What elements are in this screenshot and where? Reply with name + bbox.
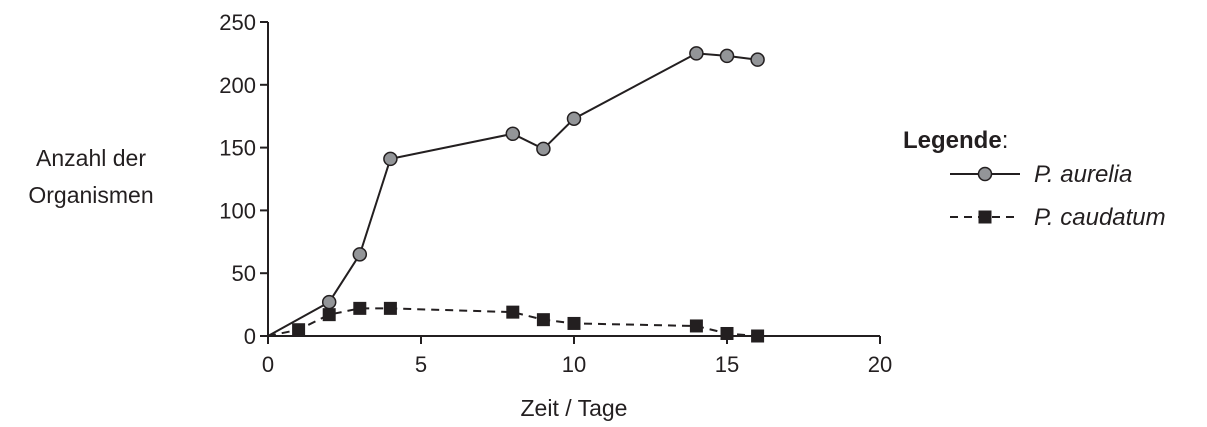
data-point <box>536 141 551 157</box>
data-point <box>506 305 520 319</box>
series-p-aurelia <box>267 46 765 337</box>
x-tick-label: 0 <box>262 352 274 377</box>
legend-label: P. aurelia <box>1034 161 1132 188</box>
data-point <box>321 294 337 310</box>
y-axis-label-line-1: Anzahl der <box>36 145 146 171</box>
y-tick-label: 50 <box>232 261 256 286</box>
data-point <box>751 329 765 343</box>
legend-title: Legende: <box>903 127 1008 154</box>
data-point <box>352 247 368 262</box>
x-tick-label: 10 <box>562 352 586 377</box>
data-point <box>720 326 734 340</box>
data-point <box>322 308 336 322</box>
tick-labels: 0 50 100 150 200 250 0 5 10 15 20 <box>219 10 892 377</box>
legend-label: P. caudatum <box>1034 204 1166 231</box>
data-point <box>383 301 397 315</box>
data-point <box>566 111 582 126</box>
data-point <box>505 126 521 142</box>
x-tick-label: 5 <box>415 352 427 377</box>
x-axis-label: Zeit / Tage <box>521 395 628 421</box>
legend-marker <box>978 210 992 224</box>
y-tick-label: 0 <box>244 324 256 349</box>
series-p-caudatum <box>267 301 765 343</box>
legend: Legende: P. aurelia P. caudatum <box>903 127 1166 231</box>
data-point <box>353 301 367 315</box>
y-tick-label: 150 <box>219 136 256 161</box>
axes <box>260 21 881 344</box>
data-point <box>383 151 398 167</box>
data-point <box>689 319 703 333</box>
y-axis-label-line-2: Organismen <box>28 182 153 208</box>
series-layer <box>267 46 765 343</box>
data-point <box>292 323 306 337</box>
data-point <box>750 52 765 67</box>
data-point <box>567 316 581 330</box>
data-point <box>719 48 735 64</box>
y-tick-label: 200 <box>219 73 256 98</box>
y-tick-label: 250 <box>219 10 256 35</box>
data-point <box>536 313 550 327</box>
legend-marker <box>977 166 993 182</box>
x-tick-label: 15 <box>715 352 739 377</box>
x-tick-label: 20 <box>868 352 892 377</box>
data-point <box>689 46 704 61</box>
series-line <box>267 52 758 337</box>
y-tick-label: 100 <box>219 198 256 223</box>
